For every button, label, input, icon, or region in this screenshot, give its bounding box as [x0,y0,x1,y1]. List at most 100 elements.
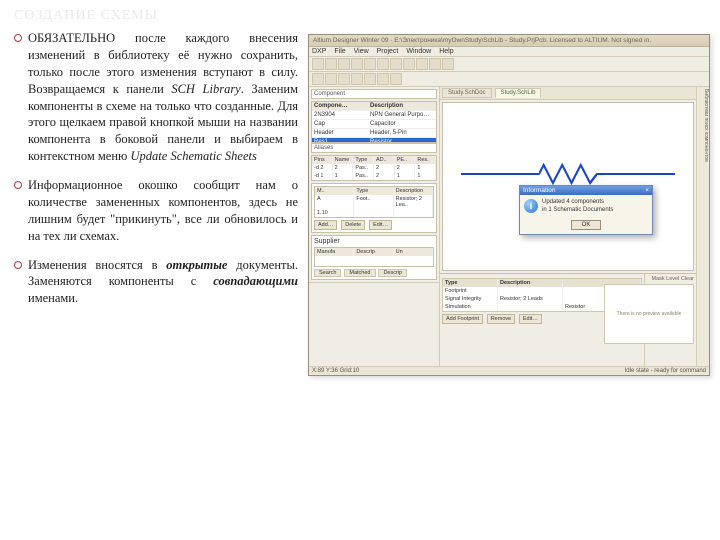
pins-grid: Pins Name Type AD.. PE.. Res. -d 2 2 Pas… [311,155,437,181]
component-combo[interactable]: Component [311,89,437,99]
component-row[interactable]: Cap Capacitor [312,120,436,129]
menu-help[interactable]: Help [439,48,453,55]
dialog-line-1: Updated 4 components [542,199,613,207]
add-footprint-button[interactable]: Add Footprint [442,314,483,324]
tb-btn[interactable] [338,58,350,70]
tb-btn[interactable] [325,73,337,85]
supplier-tab[interactable]: Matched [344,269,375,277]
menu-file[interactable]: File [334,48,345,55]
supplier-grid: Manufa Descrip Un [314,247,434,267]
toolbar-1 [309,57,709,72]
col-component: Compone… [312,102,368,110]
status-bar: X:89 Y:36 Grid:10 Idle state - ready for… [309,366,709,375]
tb-btn[interactable] [403,58,415,70]
dialog-body: i Updated 4 components in 1 Schematic Do… [520,195,652,218]
dialog-text: Updated 4 components in 1 Schematic Docu… [542,199,613,214]
model-area: M.. Type Description A Foot.. Resistor; … [311,183,437,233]
component-row[interactable]: 2N3904 NPN General Purpo… [312,111,436,120]
model-row[interactable]: A Foot.. Resistor; 2 Lea.. [315,195,433,209]
pin-row[interactable]: -d 1 1 Pas.. 2 1 1 [312,172,436,180]
supplier-tab[interactable]: Search [314,269,341,277]
tb-btn[interactable] [364,73,376,85]
tb-btn[interactable] [377,73,389,85]
tb-btn[interactable] [416,58,428,70]
tb-btn[interactable] [390,73,402,85]
component-row[interactable]: Header Header, 5-Pin [312,129,436,138]
tb-btn[interactable] [364,58,376,70]
edit-button[interactable]: Edit… [519,314,542,324]
dialog-line-2: in 1 Schematic Documents [542,207,613,215]
delete-button[interactable]: Delete [341,220,365,230]
aliases-box[interactable]: Aliases [311,143,437,153]
mask-level[interactable]: Mask Level Clear [647,276,694,282]
tb-btn[interactable] [351,58,363,70]
tb-btn[interactable] [377,58,389,70]
properties-panel: Type Description Footprint [440,273,696,366]
preview-box: There is no preview available [604,284,694,344]
tb-btn[interactable] [325,58,337,70]
bullet-3: Изменения вносятся в открытые документы.… [14,257,298,308]
bullet-3-e: именами. [28,291,78,305]
toolbar-2 [309,72,709,87]
pins-header: Pins Name Type AD.. PE.. Res. [312,156,436,164]
component-list-header: Compone… Description [312,102,436,111]
resistor-body [539,163,597,185]
dialog-title: Information [523,187,556,194]
menu-view[interactable]: View [354,48,369,55]
text-column: СОЗДАНИЕ СХЕМЫ ОБЯЗАТЕЛЬНО после каждого… [10,8,308,530]
tab-schdoc[interactable]: Study.SchDoc [442,88,492,98]
col-description: Description [368,102,436,110]
bullet-1-italic-2: Update Schematic Sheets [131,149,257,163]
bp-right: Mask Level Clear There is no preview ava… [645,274,696,366]
add-button[interactable]: Add… [314,220,337,230]
status-idle: Idle state - ready for command [625,368,706,374]
resistor-symbol [461,163,675,185]
dialog-titlebar: Information × [520,186,652,195]
screenshot-column: Altium Designer Winter 09 · E:\Электрони… [308,8,710,530]
pin-row[interactable]: -d 2 2 Pas.. 2 2 1 [312,164,436,172]
remove-button[interactable]: Remove [487,314,515,324]
info-icon: i [524,199,538,213]
component-list: Compone… Description 2N3904 NPN General … [311,101,437,143]
bullet-3-d: совпадающими [213,274,298,288]
app-window: Altium Designer Winter 09 · E:\Электрони… [308,34,710,376]
edit-button[interactable]: Edit… [369,220,392,230]
window-titlebar: Altium Designer Winter 09 · E:\Электрони… [309,35,709,47]
bullet-1: ОБЯЗАТЕЛЬНО после каждого внесения измен… [14,30,298,165]
dialog-buttons: OK [520,218,652,234]
model-grid: M.. Type Description A Foot.. Resistor; … [314,186,434,218]
tb-btn[interactable] [338,73,350,85]
tb-btn[interactable] [351,73,363,85]
component-section: Component Compone… Description 2N3904 NP… [309,87,439,283]
close-icon[interactable]: × [645,187,649,194]
model-buttons: Add… Delete Edit… [314,220,434,230]
tb-btn[interactable] [312,58,324,70]
tb-btn[interactable] [390,58,402,70]
status-coords: X:89 Y:36 Grid:10 [312,368,359,374]
supplier-tabs: Search Matched Descrip [314,269,434,277]
resistor-lead-right [597,173,675,175]
supplier-tab[interactable]: Descrip [378,269,407,277]
bullet-1-italic-1: SCH Library [171,82,240,96]
supplier-box: Supplier Manufa Descrip Un Search M [311,235,437,280]
sch-library-panel: Component Compone… Description 2N3904 NP… [309,87,440,366]
tb-btn[interactable] [312,73,324,85]
bullet-2: Информационное окошко сообщит нам о коли… [14,177,298,245]
menu-dxp[interactable]: DXP [312,48,326,55]
right-dock-strip[interactable]: Библиотеки поиск компонентов [696,87,709,366]
document-tabs: Study.SchDoc Study.SchLib [440,87,696,100]
resistor-lead-left [461,173,539,175]
bullet-list: ОБЯЗАТЕЛЬНО после каждого внесения измен… [10,30,298,307]
info-dialog: Information × i Updated 4 components in … [519,185,653,235]
ok-button[interactable]: OK [571,220,602,230]
menu-window[interactable]: Window [406,48,431,55]
slide-title: СОЗДАНИЕ СХЕМЫ [14,8,298,24]
tb-btn[interactable] [429,58,441,70]
model-row[interactable]: 1.10 [315,209,433,217]
tb-btn[interactable] [442,58,454,70]
bullet-3-b: открытые [166,258,227,272]
menu-project[interactable]: Project [377,48,399,55]
supplier-title: Supplier [314,238,434,245]
tab-schlib[interactable]: Study.SchLib [495,88,542,98]
menu-bar: DXP File View Project Window Help [309,47,709,57]
